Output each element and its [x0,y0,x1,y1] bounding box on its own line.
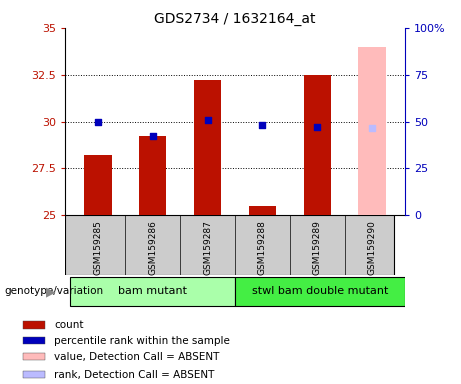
Bar [235,276,405,306]
Bar [249,206,276,215]
Text: stwl bam double mutant: stwl bam double mutant [252,286,388,296]
Bar [23,337,45,344]
Text: GSM159290: GSM159290 [367,220,377,275]
Text: GSM159285: GSM159285 [94,220,102,275]
Bar [23,353,45,360]
Bar [303,75,331,215]
Bar [139,136,166,215]
Point [204,117,211,123]
Text: genotype/variation: genotype/variation [5,286,104,296]
Text: ▶: ▶ [46,285,56,298]
Bar [194,80,221,215]
Title: GDS2734 / 1632164_at: GDS2734 / 1632164_at [154,12,316,26]
Point [94,118,101,124]
Text: GSM159287: GSM159287 [203,220,212,275]
Text: count: count [54,320,83,330]
Text: GSM159288: GSM159288 [258,220,267,275]
Bar [71,276,235,306]
Point [313,124,321,130]
Bar [358,47,386,215]
Text: rank, Detection Call = ABSENT: rank, Detection Call = ABSENT [54,370,214,380]
Bar [23,321,45,329]
Point [259,122,266,128]
Bar [23,371,45,378]
Text: GSM159289: GSM159289 [313,220,322,275]
Point [368,125,376,131]
Bar [84,155,112,215]
Text: GSM159286: GSM159286 [148,220,157,275]
Text: percentile rank within the sample: percentile rank within the sample [54,336,230,346]
Text: value, Detection Call = ABSENT: value, Detection Call = ABSENT [54,352,219,362]
Text: bam mutant: bam mutant [118,286,187,296]
Point [149,133,156,139]
